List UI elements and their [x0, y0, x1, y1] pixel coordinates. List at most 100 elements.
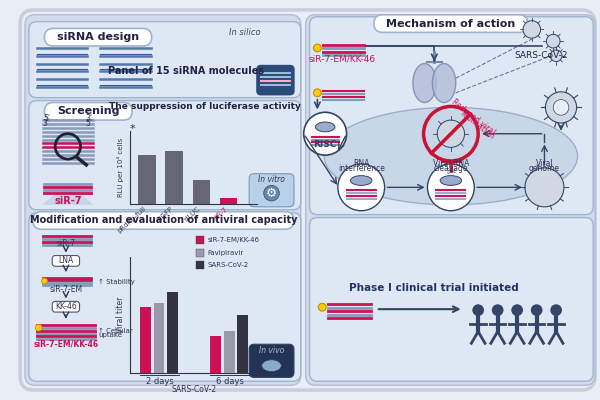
Circle shape	[472, 304, 484, 316]
Bar	[224, 331, 235, 374]
Text: siR-7-EM/KK-46: siR-7-EM/KK-46	[207, 237, 259, 243]
Text: ↑ Cellular: ↑ Cellular	[98, 328, 133, 334]
Text: 2 days: 2 days	[146, 377, 173, 386]
Text: siLUC: siLUC	[183, 206, 202, 223]
Ellipse shape	[324, 108, 578, 205]
Circle shape	[427, 164, 474, 211]
Ellipse shape	[413, 64, 436, 102]
Polygon shape	[43, 182, 93, 205]
Bar	[220, 198, 238, 204]
Circle shape	[525, 168, 564, 207]
Text: ✂: ✂	[446, 168, 455, 178]
Text: 5': 5'	[86, 118, 93, 128]
FancyBboxPatch shape	[52, 256, 80, 266]
Ellipse shape	[440, 176, 461, 185]
Text: LNA: LNA	[58, 256, 74, 266]
Text: cleavage: cleavage	[434, 164, 468, 173]
Text: interference: interference	[338, 164, 385, 173]
FancyBboxPatch shape	[29, 100, 301, 210]
Circle shape	[313, 44, 321, 52]
Bar	[196, 262, 204, 269]
FancyBboxPatch shape	[310, 218, 593, 381]
Text: pRdRp-full: pRdRp-full	[116, 206, 147, 234]
Ellipse shape	[262, 360, 281, 372]
Text: 3': 3'	[43, 118, 50, 128]
FancyBboxPatch shape	[20, 10, 595, 390]
Circle shape	[338, 164, 385, 211]
Ellipse shape	[316, 122, 335, 132]
Text: KK-46: KK-46	[55, 302, 77, 311]
Text: *: *	[130, 124, 135, 134]
Text: Viral: Viral	[536, 160, 553, 168]
Text: RNA: RNA	[353, 160, 370, 168]
Text: siGFP: siGFP	[156, 206, 174, 223]
Text: SARS-CoV-2: SARS-CoV-2	[172, 384, 217, 394]
Text: siRNA design: siRNA design	[57, 32, 139, 42]
Bar	[196, 236, 204, 244]
Ellipse shape	[433, 64, 456, 102]
Text: In silico: In silico	[229, 28, 261, 37]
Circle shape	[304, 112, 347, 155]
Bar	[154, 303, 164, 374]
Circle shape	[553, 100, 569, 115]
Circle shape	[550, 50, 562, 62]
Text: Modification and evaluation of antiviral capacity: Modification and evaluation of antiviral…	[29, 216, 297, 226]
Bar	[210, 336, 221, 374]
Text: Reduced viral: Reduced viral	[450, 98, 497, 137]
Text: genome: genome	[529, 164, 560, 173]
Circle shape	[547, 34, 560, 48]
Text: Mechanism of action: Mechanism of action	[386, 18, 515, 28]
Circle shape	[492, 304, 503, 316]
FancyBboxPatch shape	[249, 174, 294, 207]
Bar	[138, 155, 155, 204]
Text: Viral titer: Viral titer	[116, 297, 125, 333]
FancyBboxPatch shape	[25, 15, 301, 385]
Text: 3': 3'	[86, 114, 93, 123]
Text: ↑ Stability: ↑ Stability	[98, 279, 135, 285]
Text: siR-7: siR-7	[56, 239, 76, 248]
Text: The suppression of luciferase activity: The suppression of luciferase activity	[109, 102, 301, 111]
Circle shape	[511, 304, 523, 316]
Text: Phase I clinical trial initiated: Phase I clinical trial initiated	[349, 283, 519, 293]
Text: siR-7: siR-7	[54, 196, 82, 206]
Text: ⚙: ⚙	[266, 187, 277, 200]
Circle shape	[313, 89, 321, 97]
FancyBboxPatch shape	[52, 301, 80, 312]
Text: replication: replication	[458, 109, 496, 141]
Text: Viral RNA: Viral RNA	[433, 160, 469, 168]
Text: RISC: RISC	[313, 140, 337, 149]
FancyBboxPatch shape	[257, 66, 294, 95]
FancyBboxPatch shape	[33, 212, 294, 229]
Text: siR-7: siR-7	[212, 206, 229, 222]
Text: siR-7-EM/KK-46: siR-7-EM/KK-46	[308, 54, 375, 63]
Bar	[140, 307, 151, 374]
Bar	[193, 180, 210, 204]
Text: Screening: Screening	[57, 106, 119, 116]
Text: SARS-CoV-2: SARS-CoV-2	[207, 262, 248, 268]
Text: siR-7-EM/KK-46: siR-7-EM/KK-46	[34, 340, 98, 349]
Circle shape	[531, 304, 542, 316]
Text: 5': 5'	[43, 114, 50, 123]
Text: SARS-CoV-2: SARS-CoV-2	[515, 51, 568, 60]
FancyBboxPatch shape	[29, 213, 301, 381]
Circle shape	[523, 21, 541, 38]
Text: In vivo: In vivo	[259, 346, 284, 354]
Text: uptake: uptake	[98, 332, 122, 338]
Text: In vitro: In vitro	[258, 175, 285, 184]
Circle shape	[41, 278, 47, 284]
FancyBboxPatch shape	[249, 344, 294, 377]
FancyBboxPatch shape	[29, 22, 301, 98]
Circle shape	[264, 185, 280, 201]
Circle shape	[545, 92, 577, 123]
FancyBboxPatch shape	[44, 102, 132, 120]
Text: RLU per 10⁴ cells: RLU per 10⁴ cells	[117, 138, 124, 197]
Bar	[238, 314, 248, 374]
Circle shape	[437, 120, 464, 147]
FancyBboxPatch shape	[310, 17, 593, 215]
Text: Favipiravir: Favipiravir	[207, 250, 244, 256]
Bar	[166, 151, 183, 204]
Ellipse shape	[350, 176, 372, 185]
Text: 6 days: 6 days	[215, 377, 244, 386]
FancyBboxPatch shape	[44, 28, 152, 46]
Text: Panel of 15 siRNA molecules: Panel of 15 siRNA molecules	[108, 66, 264, 76]
